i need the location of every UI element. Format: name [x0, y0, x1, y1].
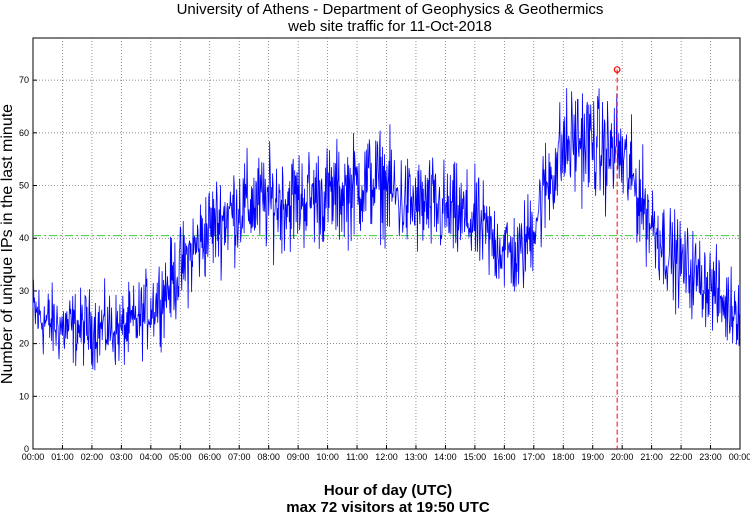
x-tick-label: 04:00: [140, 452, 163, 462]
max-visitors-note: max 72 visitors at 19:50 UTC: [286, 499, 490, 515]
x-tick-label: 15:00: [464, 452, 487, 462]
x-tick-label: 21:00: [640, 452, 663, 462]
x-tick-label: 06:00: [198, 452, 221, 462]
x-tick-label: 23:00: [699, 452, 722, 462]
series-line: [32, 88, 741, 371]
plot-area: [32, 37, 741, 450]
y-tick-label: 10: [19, 391, 29, 401]
x-tick-label: 18:00: [552, 452, 575, 462]
x-tick-label: 08:00: [257, 452, 280, 462]
x-tick-label: 07:00: [228, 452, 251, 462]
x-tick-label: 17:00: [523, 452, 546, 462]
x-tick-label: 16:00: [493, 452, 516, 462]
y-tick-label: 0: [24, 444, 29, 454]
x-tick-label: 20:00: [611, 452, 634, 462]
x-tick-label: 13:00: [405, 452, 428, 462]
x-tick-label: 10:00: [316, 452, 339, 462]
x-tick-label: 01:00: [51, 452, 74, 462]
x-tick-label: 05:00: [169, 452, 192, 462]
y-tick-label: 30: [19, 286, 29, 296]
x-tick-label: 00:00: [22, 452, 45, 462]
x-tick-label: 12:00: [375, 452, 398, 462]
x-axis-ticks: 00:00 01:00 02:00 03:00 04:00 05:00 06:00 07:00…: [22, 445, 750, 462]
y-tick-label: 70: [19, 75, 29, 85]
y-tick-label: 40: [19, 233, 29, 243]
x-tick-label: 14:00: [434, 452, 457, 462]
x-tick-label: 02:00: [81, 452, 104, 462]
y-tick-label: 60: [19, 128, 29, 138]
grid-lines: [33, 38, 740, 449]
x-tick-label: 09:00: [287, 452, 310, 462]
y-axis-ticks: 0 10 20 30 40 50 60 70: [19, 75, 37, 454]
y-tick-label: 20: [19, 339, 29, 349]
x-tick-label: 00:00: [729, 452, 750, 462]
x-axis-label: Hour of day (UTC): [324, 482, 452, 499]
x-tick-label: 03:00: [110, 452, 133, 462]
x-tick-label: 11:00: [346, 452, 368, 462]
chart-title: University of Athens - Department of Geo…: [177, 1, 604, 18]
y-axis-label: Number of unique IPs in the last minute: [0, 104, 16, 384]
y-tick-label: 50: [19, 181, 29, 191]
max-marker-point: [613, 66, 621, 74]
x-tick-label: 19:00: [581, 452, 604, 462]
x-tick-label: 22:00: [670, 452, 693, 462]
chart-subtitle: web site traffic for 11-Oct-2018: [287, 18, 492, 35]
